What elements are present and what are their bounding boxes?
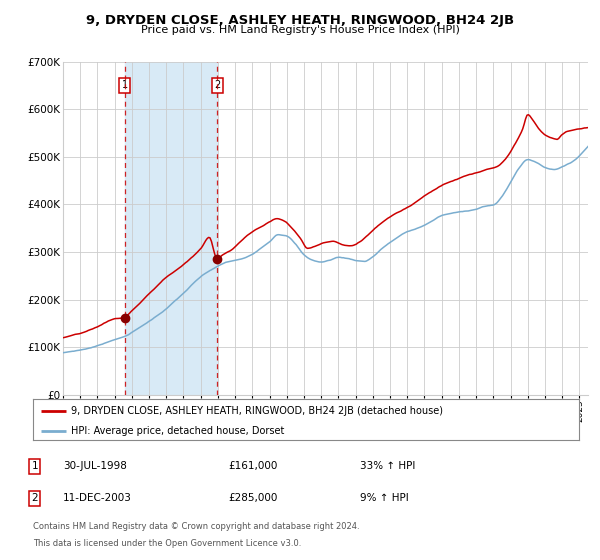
Text: Contains HM Land Registry data © Crown copyright and database right 2024.: Contains HM Land Registry data © Crown c…: [33, 522, 359, 531]
Text: 30-JUL-1998: 30-JUL-1998: [63, 461, 127, 472]
Text: HPI: Average price, detached house, Dorset: HPI: Average price, detached house, Dors…: [71, 426, 284, 436]
Text: 2: 2: [31, 493, 38, 503]
Text: This data is licensed under the Open Government Licence v3.0.: This data is licensed under the Open Gov…: [33, 539, 301, 548]
Text: 2: 2: [214, 81, 220, 90]
Text: £285,000: £285,000: [228, 493, 277, 503]
Text: 33% ↑ HPI: 33% ↑ HPI: [360, 461, 415, 472]
Text: 1: 1: [31, 461, 38, 472]
Text: Price paid vs. HM Land Registry's House Price Index (HPI): Price paid vs. HM Land Registry's House …: [140, 25, 460, 35]
Text: 9% ↑ HPI: 9% ↑ HPI: [360, 493, 409, 503]
Text: 9, DRYDEN CLOSE, ASHLEY HEATH, RINGWOOD, BH24 2JB: 9, DRYDEN CLOSE, ASHLEY HEATH, RINGWOOD,…: [86, 14, 514, 27]
Text: 1: 1: [122, 81, 128, 90]
Text: 11-DEC-2003: 11-DEC-2003: [63, 493, 132, 503]
Text: £161,000: £161,000: [228, 461, 277, 472]
Text: 9, DRYDEN CLOSE, ASHLEY HEATH, RINGWOOD, BH24 2JB (detached house): 9, DRYDEN CLOSE, ASHLEY HEATH, RINGWOOD,…: [71, 405, 443, 416]
Bar: [125, 62, 217, 395]
